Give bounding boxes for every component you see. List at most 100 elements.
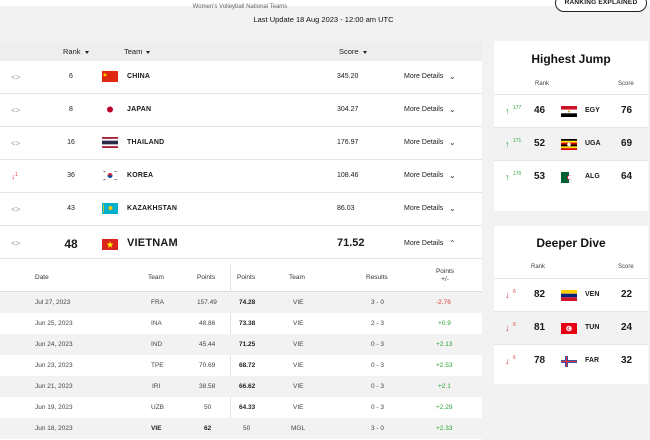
match-team: VIE [293,341,304,348]
rank-label: Rank [535,81,550,87]
country-name: KAZAKHSTAN [127,205,178,212]
score-value: 345.20 [337,73,359,80]
score-value: 22 [621,289,633,300]
match-points: 157.49 [197,299,217,306]
match-row: Jun 24, 2023 IND 45.44 71.25 VIE 0 - 3 +… [0,334,482,355]
team-header: Team [148,274,164,281]
list-item[interactable]: ↑ 171 52 UGA 69 [494,127,648,160]
chevron-down-icon[interactable]: ⌄ [449,171,456,180]
match-points: 38.58 [199,383,216,390]
table-row-expanded[interactable]: <> 48 VIETNAM 71.52 More Details ⌃ [0,229,482,259]
country-code: EGY [585,107,600,114]
list-item[interactable]: ↓ 6 82 VEN 22 [494,278,648,311]
chevron-down-icon[interactable]: ⌄ [449,138,456,147]
rank-change: 170 [513,171,522,177]
rank-change: 6 [513,289,516,295]
venezuela-flag-icon [561,290,577,301]
match-points: 45.44 [199,341,216,348]
match-result: 0 - 3 [371,341,385,348]
score-value: 176.97 [337,139,359,146]
arrow-down-icon: ↓ [505,290,510,300]
arrow-down-icon: ↓ [505,356,510,366]
table-row[interactable]: ↓1 36 KOREA 108.46 More Details ⌄ [0,160,482,193]
top-strip [0,0,650,6]
score-label: Score [618,81,634,87]
list-item[interactable]: ↓ 6 78 FAR 32 [494,344,648,377]
table-row[interactable]: <> 43 KAZAKHSTAN 86.03 More Details ⌄ [0,193,482,226]
arrow-up-icon: ↑ [505,139,510,149]
no-change-icon: <> [11,205,21,214]
results-header: Results [366,274,388,281]
match-team: VIE [293,320,304,327]
rank-value: 16 [67,139,75,146]
country-name: KOREA [127,172,154,179]
match-details-header: Date Team Points Points Team Results Poi… [0,264,482,439]
match-result: 0 - 3 [371,383,385,390]
chevron-down-icon[interactable]: ⌄ [449,105,456,114]
more-details-link[interactable]: More Details [404,106,444,113]
table-row[interactable]: <> 6 CHINA 345.20 More Details ⌄ [0,61,482,94]
team-column-header[interactable]: Team [124,47,151,56]
rank-value: 8 [69,106,73,113]
no-change-icon: <> [11,73,21,82]
rank-value: 43 [67,205,75,212]
more-details-link[interactable]: More Details [404,73,444,80]
score-value: 86.03 [337,205,355,212]
points-delta-header: Points +/- [435,268,455,283]
rankings-table: Rank Team Score <> 6 CHINA 345.20 More D… [0,41,482,440]
highest-jump-panel: Highest Jump Rank Score ↑ 177 46 EGY 76 … [494,41,648,211]
list-item[interactable]: ↑ 170 53 ALG 64 [494,160,648,193]
rank-change: 171 [513,138,522,144]
table-row[interactable]: <> 16 THAILAND 176.97 More Details ⌄ [0,127,482,160]
rank-column-header[interactable]: Rank [63,47,89,56]
chevron-down-icon[interactable]: ⌄ [449,72,456,81]
match-team: IRI [152,383,161,390]
match-result: 3 - 0 [371,425,385,432]
match-row: Jul 27, 2023 FRA 157.49 74.28 VIE 3 - 0 … [0,292,482,313]
country-name: THAILAND [127,139,165,146]
match-date: Jun 19, 2023 [35,404,73,411]
no-change-icon: <> [11,139,21,148]
more-details-link[interactable]: More Details [404,139,444,146]
arrow-down-icon: ↓1 [11,172,18,181]
match-result: 3 - 0 [371,299,385,306]
match-points: 66.62 [239,383,256,390]
match-result: 2 - 3 [371,320,385,327]
rank-value: 36 [67,172,75,179]
match-team: UZB [151,404,164,411]
chevron-down-icon[interactable]: ⌄ [449,204,456,213]
ranking-explained-button[interactable]: RANKING EXPLAINED [555,0,647,12]
country-name: JAPAN [127,106,152,113]
score-column-header[interactable]: Score [339,47,367,56]
match-date: Jul 27, 2023 [35,299,71,306]
match-points: 71.25 [239,341,256,348]
match-result: 0 - 3 [371,362,385,369]
kazakhstan-flag-icon [102,203,118,214]
country-code: FAR [585,357,599,364]
country-code: UGA [585,140,601,147]
chevron-up-icon[interactable]: ⌃ [449,239,456,248]
table-row[interactable]: <> 8 JAPAN 304.27 More Details ⌄ [0,94,482,127]
match-team: TPE [151,362,164,369]
match-points: 74.28 [239,299,256,306]
match-row: Jun 21, 2023 IRI 38.58 66.62 VIE 0 - 3 +… [0,376,482,397]
country-code: ALG [585,173,600,180]
panel-title: Highest Jump [531,52,611,66]
rank-change: 6 [513,322,516,328]
algeria-flag-icon [561,172,577,183]
last-update-text: Last Update 18 Aug 2023 - 12:00 am UTC [253,15,394,24]
country-code: VEN [585,291,600,298]
match-team: MGL [291,425,306,432]
more-details-link[interactable]: More Details [404,205,444,212]
score-value: 304.27 [337,106,359,113]
uganda-flag-icon [561,139,577,150]
more-details-link[interactable]: More Details [404,240,444,247]
faroe-islands-flag-icon [561,356,577,367]
list-item[interactable]: ↓ 6 81 TUN 24 [494,311,648,344]
more-details-link[interactable]: More Details [404,172,444,179]
arrow-up-icon: ↑ [505,106,510,116]
rank-value: 48 [64,237,78,251]
match-row: Jun 19, 2023 UZB 50 64.33 VIE 0 - 3 +2.2… [0,397,482,418]
match-team: INA [151,320,162,327]
list-item[interactable]: ↑ 177 46 EGY 76 [494,94,648,127]
